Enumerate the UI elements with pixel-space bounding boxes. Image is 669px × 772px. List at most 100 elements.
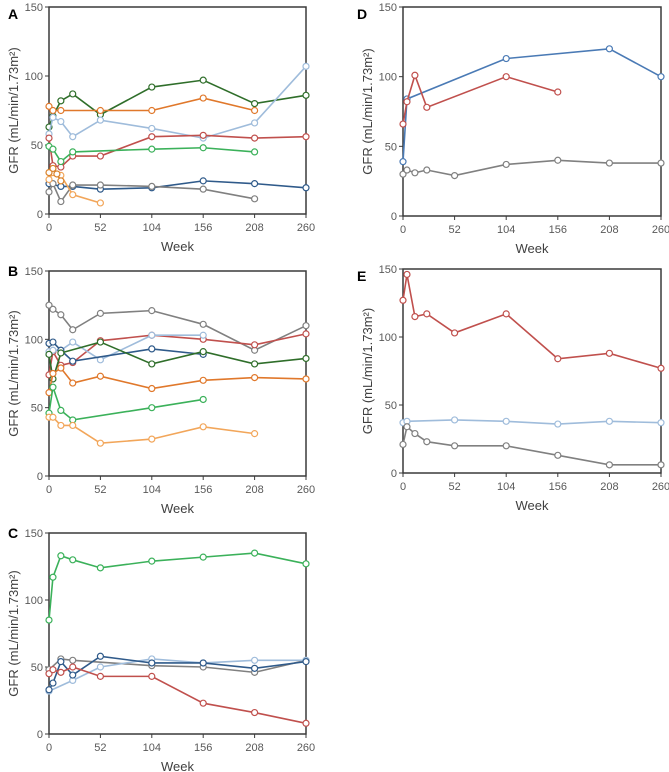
data-point	[554, 355, 562, 363]
data-point	[45, 616, 53, 624]
series-line	[45, 180, 259, 206]
series-line	[45, 663, 310, 727]
panel-c: C 0 50 100 150 0 52 104 156 208 260 Week GFR (mL/min…	[6, 525, 315, 772]
data-point	[49, 305, 57, 313]
data-point	[96, 564, 105, 572]
series-path	[48, 386, 204, 421]
series-line	[45, 164, 65, 185]
series-path	[402, 72, 559, 125]
data-point	[554, 420, 562, 428]
data-point	[57, 311, 65, 319]
data-point	[57, 364, 65, 372]
data-point	[148, 659, 156, 667]
data-point	[403, 98, 411, 106]
data-point	[251, 360, 259, 368]
data-point	[148, 360, 156, 368]
x-tick-label: 208	[245, 484, 263, 496]
data-point	[302, 719, 310, 727]
data-point	[251, 430, 259, 438]
series-path	[402, 425, 661, 466]
data-point	[554, 451, 562, 459]
panel-label: D	[357, 6, 367, 22]
data-point	[69, 357, 77, 365]
data-point	[605, 417, 614, 425]
x-tick-label: 156	[194, 222, 212, 234]
data-point	[502, 442, 510, 450]
x-tick-label: 104	[497, 224, 515, 236]
data-point	[302, 375, 310, 383]
data-point	[49, 164, 57, 173]
data-point	[148, 124, 156, 133]
data-point	[502, 73, 510, 81]
data-point	[554, 88, 562, 96]
data-point	[403, 166, 411, 174]
x-tick-label: 260	[652, 481, 669, 493]
plot-frame	[48, 6, 307, 215]
data-point	[57, 157, 65, 166]
data-point	[49, 679, 57, 687]
data-point	[451, 329, 459, 337]
data-point	[49, 145, 57, 153]
data-point	[199, 320, 207, 328]
data-point	[148, 145, 156, 153]
y-axis-label: GFR (mL/min/1.73m²)	[6, 310, 21, 436]
data-point	[96, 663, 105, 671]
series-line	[45, 301, 310, 354]
data-point	[57, 668, 65, 676]
data-point	[49, 573, 57, 581]
y-tick-label: 50	[31, 662, 43, 674]
series-line	[399, 45, 665, 166]
y-tick-label: 0	[391, 468, 397, 480]
data-point	[148, 557, 156, 565]
data-point	[57, 421, 65, 430]
data-point	[69, 181, 77, 189]
data-point	[251, 134, 259, 142]
series-line	[45, 330, 310, 379]
data-point	[302, 184, 310, 192]
data-point	[657, 419, 665, 427]
panel-label: B	[8, 263, 18, 279]
series-path	[48, 333, 307, 376]
x-axis-label: Week	[161, 239, 194, 254]
series-line	[45, 413, 259, 447]
x-tick-label: 52	[448, 224, 460, 236]
y-tick-label: 100	[379, 332, 397, 344]
panel-label: A	[8, 6, 18, 22]
data-point	[423, 310, 431, 318]
data-point	[451, 416, 459, 424]
y-tick-label: 0	[37, 209, 43, 221]
series-line	[45, 549, 310, 624]
data-point	[251, 99, 259, 108]
series-line	[45, 652, 310, 694]
data-point	[148, 435, 156, 443]
data-point	[49, 113, 57, 122]
series-line	[45, 62, 310, 142]
x-axis-label: Week	[161, 501, 194, 516]
x-tick-label: 104	[143, 484, 161, 496]
x-tick-label: 52	[94, 742, 106, 754]
data-point	[49, 666, 57, 674]
y-axis-label: GFR (mL/min/1.73m²)	[6, 47, 21, 173]
data-point	[411, 71, 419, 79]
data-point	[399, 440, 407, 449]
y-tick-label: 0	[37, 729, 43, 741]
data-point	[502, 160, 510, 169]
data-point	[49, 369, 57, 378]
data-point	[199, 348, 207, 356]
data-point	[657, 461, 665, 469]
data-point	[399, 170, 407, 178]
data-point	[57, 349, 65, 357]
data-point	[96, 106, 105, 115]
x-tick-label: 156	[549, 481, 567, 493]
data-point	[251, 374, 259, 382]
data-point	[148, 106, 156, 115]
data-point	[199, 185, 207, 193]
data-point	[69, 191, 77, 199]
data-point	[148, 384, 156, 393]
data-point	[199, 553, 207, 561]
data-point	[302, 322, 310, 330]
data-point	[423, 166, 431, 174]
x-tick-label: 104	[143, 222, 161, 234]
x-tick-label: 104	[143, 742, 161, 754]
data-point	[57, 658, 65, 666]
